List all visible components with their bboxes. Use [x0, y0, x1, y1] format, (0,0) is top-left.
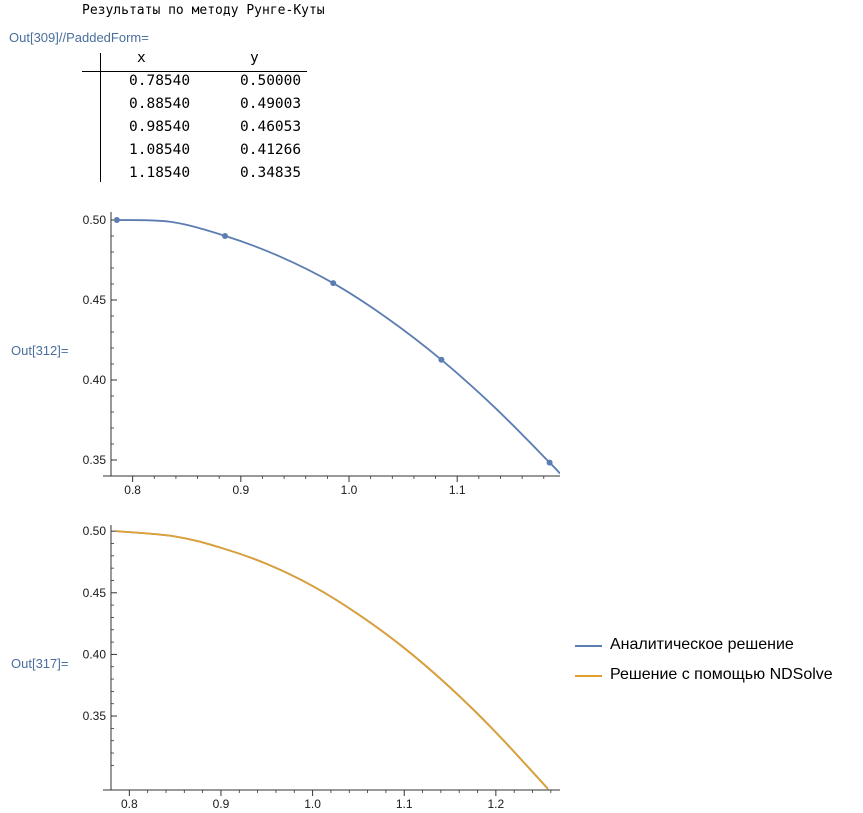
plot1-series-line — [116, 219, 560, 475]
plot1-y-tick-label: 0.40 — [83, 373, 107, 387]
plot1-x-tick-label: 1.1 — [449, 483, 466, 497]
table-cell: 0.41266 — [240, 142, 302, 158]
plot1-y-tick-label: 0.35 — [83, 453, 107, 467]
plot2-x-tick-label: 1.0 — [304, 797, 321, 811]
plot1-x-tick-label: 0.9 — [232, 483, 249, 497]
plot1-data-point — [330, 280, 337, 287]
table-cell: 0.50000 — [240, 73, 302, 89]
legend-label-ndsolve: Решение с помощью NDSolve — [610, 666, 833, 683]
plot1-data-point — [222, 232, 229, 239]
table-cell: 0.34835 — [240, 165, 302, 181]
plot1-data-point — [546, 459, 553, 466]
plot1: 0.8 0.9 1.0 1.1 0.50 0.45 0.40 0.35 — [83, 212, 560, 497]
plot1-y-tick-label: 0.45 — [83, 293, 107, 307]
table-cell: 1.18540 — [129, 165, 191, 181]
plot1-data-point — [113, 217, 120, 223]
plot1-x-tick-label: 1.0 — [341, 483, 358, 497]
out-317-label: Out[317]= — [11, 656, 69, 671]
table-header-x: x — [137, 50, 146, 66]
table-row-divider — [100, 53, 101, 182]
plot2-y-tick-label: 0.35 — [83, 709, 107, 723]
table-cell: 0.49003 — [240, 96, 302, 112]
plot2-series-line — [115, 530, 549, 790]
table-cell: 0.78540 — [129, 73, 191, 89]
plot2-y-tick-label: 0.50 — [83, 524, 107, 538]
plot2-x-tick-label: 0.8 — [121, 797, 138, 811]
legend-swatch-ndsolve — [575, 675, 602, 677]
plot2-x-tick-label: 1.1 — [396, 797, 413, 811]
legend-label-analytic: Аналитическое решение — [610, 636, 794, 653]
table-header-divider — [82, 71, 307, 72]
plot1-y-tick-label: 0.50 — [83, 213, 107, 227]
plot2-y-tick-label: 0.40 — [83, 647, 107, 661]
table-cell: 0.88540 — [129, 96, 191, 112]
print-output-text: Результаты по методу Рунге-Куты — [82, 3, 325, 18]
plot2-x-tick-label: 1.2 — [488, 797, 505, 811]
legend-swatch-analytic — [575, 645, 602, 647]
out-309-label: Out[309]//PaddedForm= — [9, 30, 149, 45]
plot2-series-line — [115, 530, 549, 790]
table-cell: 0.46053 — [240, 119, 302, 135]
table-header-y: y — [250, 50, 259, 66]
plot2-x-tick-label: 0.9 — [213, 797, 230, 811]
plot1-x-tick-label: 0.8 — [124, 483, 141, 497]
plot2: 0.8 0.9 1.0 1.1 1.2 0.50 0.45 0.40 0.35 — [83, 524, 560, 811]
plot1-data-point — [438, 356, 445, 363]
table-cell: 0.98540 — [129, 119, 191, 135]
out-312-label: Out[312]= — [11, 343, 69, 358]
table-cell: 1.08540 — [129, 142, 191, 158]
plot2-y-tick-label: 0.45 — [83, 586, 107, 600]
